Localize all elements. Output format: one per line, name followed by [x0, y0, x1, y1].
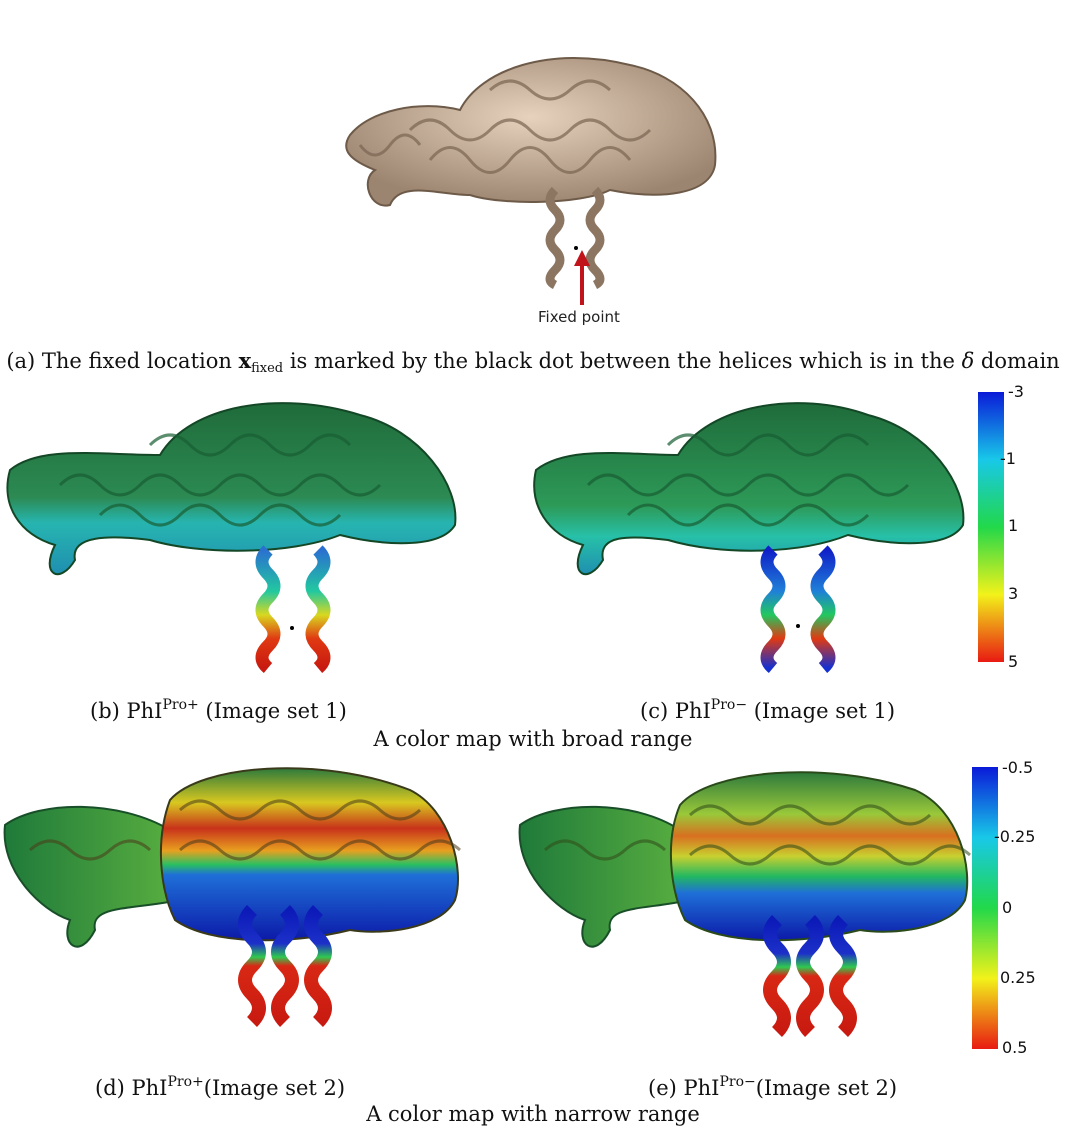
caption-b: (b) PhIPro+ (Image set 1) [90, 697, 347, 723]
caption-c: (c) PhIPro− (Image set 1) [640, 697, 895, 723]
caption-d: (d) PhIPro+(Image set 2) [95, 1074, 345, 1100]
protein-image-a [330, 30, 730, 320]
caption-b-sup: Pro+ [162, 697, 199, 713]
caption-a-post: domain [974, 349, 1060, 373]
colorbar-narrow [972, 767, 998, 1049]
caption-d-post: (Image set 2) [203, 1076, 346, 1100]
fixed-point-label: Fixed point [538, 308, 620, 326]
protein-image-c [528, 385, 973, 685]
caption-b-pre: (b) PhI [90, 699, 163, 723]
colorbar-narrow-tick: 0.25 [1000, 968, 1036, 987]
row-caption-broad: A color map with broad range [373, 727, 693, 751]
caption-a: (a) The fixed location xfixed is marked … [0, 348, 1066, 376]
caption-c-post: (Image set 1) [747, 699, 896, 723]
protein-image-b [0, 385, 470, 685]
colorbar-broad-tick: -3 [1008, 382, 1024, 401]
caption-a-delta: δ [961, 349, 975, 373]
caption-c-pre: (c) PhI [640, 699, 711, 723]
caption-d-sup: Pro+ [167, 1074, 204, 1090]
colorbar-broad-tick: -1 [1000, 449, 1016, 468]
caption-b-post: (Image set 1) [198, 699, 347, 723]
caption-e-sup: Pro− [719, 1074, 756, 1090]
colorbar-broad-tick: 5 [1008, 652, 1019, 671]
row-caption-narrow: A color map with narrow range [366, 1102, 700, 1126]
caption-c-sup: Pro− [710, 697, 748, 713]
colorbar-narrow-tick: -0.25 [994, 827, 1036, 846]
colorbar-narrow-tick: 0.5 [1002, 1038, 1028, 1057]
caption-e: (e) PhIPro−(Image set 2) [648, 1074, 897, 1100]
caption-e-post: (Image set 2) [755, 1076, 898, 1100]
caption-a-mid: is marked by the black dot between the h… [283, 349, 962, 373]
caption-a-x: x [238, 348, 252, 373]
caption-a-pre: (a) The fixed location [6, 349, 239, 373]
colorbar-narrow-tick: -0.5 [1002, 758, 1034, 777]
colorbar-narrow-tick: 0 [1002, 898, 1013, 917]
caption-a-sub: fixed [251, 361, 284, 376]
colorbar-broad [978, 392, 1004, 662]
colorbar-broad-tick: 3 [1008, 584, 1019, 603]
caption-d-pre: (d) PhI [95, 1076, 168, 1100]
colorbar-broad-tick: 1 [1008, 516, 1019, 535]
protein-image-d [0, 760, 465, 1060]
caption-e-pre: (e) PhI [648, 1076, 720, 1100]
protein-image-e [515, 760, 973, 1060]
